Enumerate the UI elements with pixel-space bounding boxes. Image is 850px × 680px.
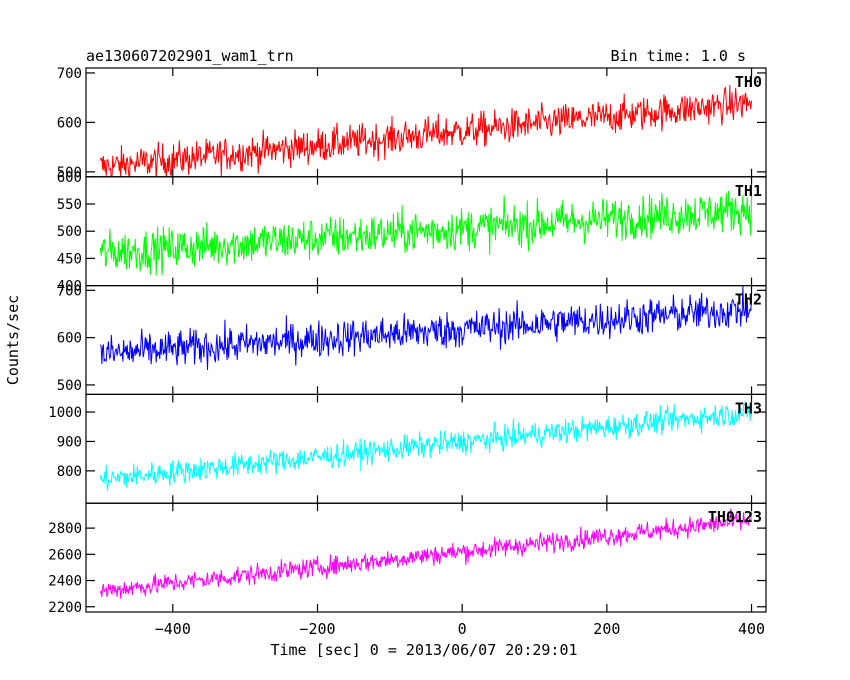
- series-line-th3: [99, 402, 753, 491]
- x-tick-label: 400: [738, 620, 765, 638]
- y-tick-label: 500: [57, 165, 82, 181]
- y-tick-label: 450: [57, 251, 82, 267]
- y-tick-label: 500: [57, 224, 82, 240]
- series-line-th1: [99, 190, 753, 276]
- panel-frame: [85, 285, 767, 396]
- y-tick-label: 700: [57, 283, 82, 299]
- series-line-th0: [99, 85, 753, 177]
- y-tick-label: 700: [57, 66, 82, 82]
- x-tick-label: −400: [155, 620, 191, 638]
- panel-label: TH0123: [708, 508, 762, 526]
- y-tick-label: 2600: [48, 547, 82, 563]
- chart-title-right: Bin time: 1.0 s: [611, 47, 746, 65]
- y-tick-label: 500: [57, 378, 82, 394]
- y-tick-label: 1000: [48, 405, 82, 421]
- panel-label: TH3: [735, 399, 762, 417]
- y-tick-label: 400: [57, 279, 82, 295]
- panel-label: TH0: [735, 73, 762, 91]
- panel-th0123: 2200 2400 2600 2800 TH0123: [48, 502, 767, 616]
- panel-th3: 800 900 1000 TH3: [48, 393, 767, 504]
- y-tick-label: 2800: [48, 521, 82, 537]
- chart-title-left: ae130607202901_wam1_trn: [86, 47, 294, 65]
- panel-label: TH2: [735, 291, 762, 309]
- series-line-th0123: [99, 508, 753, 599]
- y-tick-label: 600: [57, 115, 82, 131]
- x-tick-label: −200: [299, 620, 335, 638]
- x-tick-label: 0: [458, 620, 467, 638]
- x-axis: −400 −200 0 200 400: [155, 620, 765, 638]
- y-tick-label: 2400: [48, 574, 82, 590]
- panel-label: TH1: [735, 182, 762, 200]
- panel-frame: [85, 176, 767, 287]
- y-tick-label: 2200: [48, 600, 82, 616]
- y-tick-label: 600: [57, 170, 82, 186]
- x-axis-label: Time [sec] 0 = 2013/06/07 20:29:01: [270, 641, 577, 659]
- y-tick-label: 900: [57, 434, 82, 450]
- y-tick-label: 800: [57, 464, 82, 480]
- panel-th0: 500 600 700 TH0: [57, 66, 767, 181]
- panel-th2: 500 600 700 TH2: [57, 283, 767, 396]
- panel-frame: [85, 502, 767, 613]
- panel-frame: [85, 393, 767, 504]
- panel-th1: 400 450 500 550 600 TH1: [57, 170, 767, 295]
- series-line-th2: [99, 285, 753, 370]
- y-tick-label: 600: [57, 331, 82, 347]
- x-tick-label: 200: [593, 620, 620, 638]
- y-tick-label: 550: [57, 197, 82, 213]
- y-axis-label: Counts/sec: [4, 295, 22, 385]
